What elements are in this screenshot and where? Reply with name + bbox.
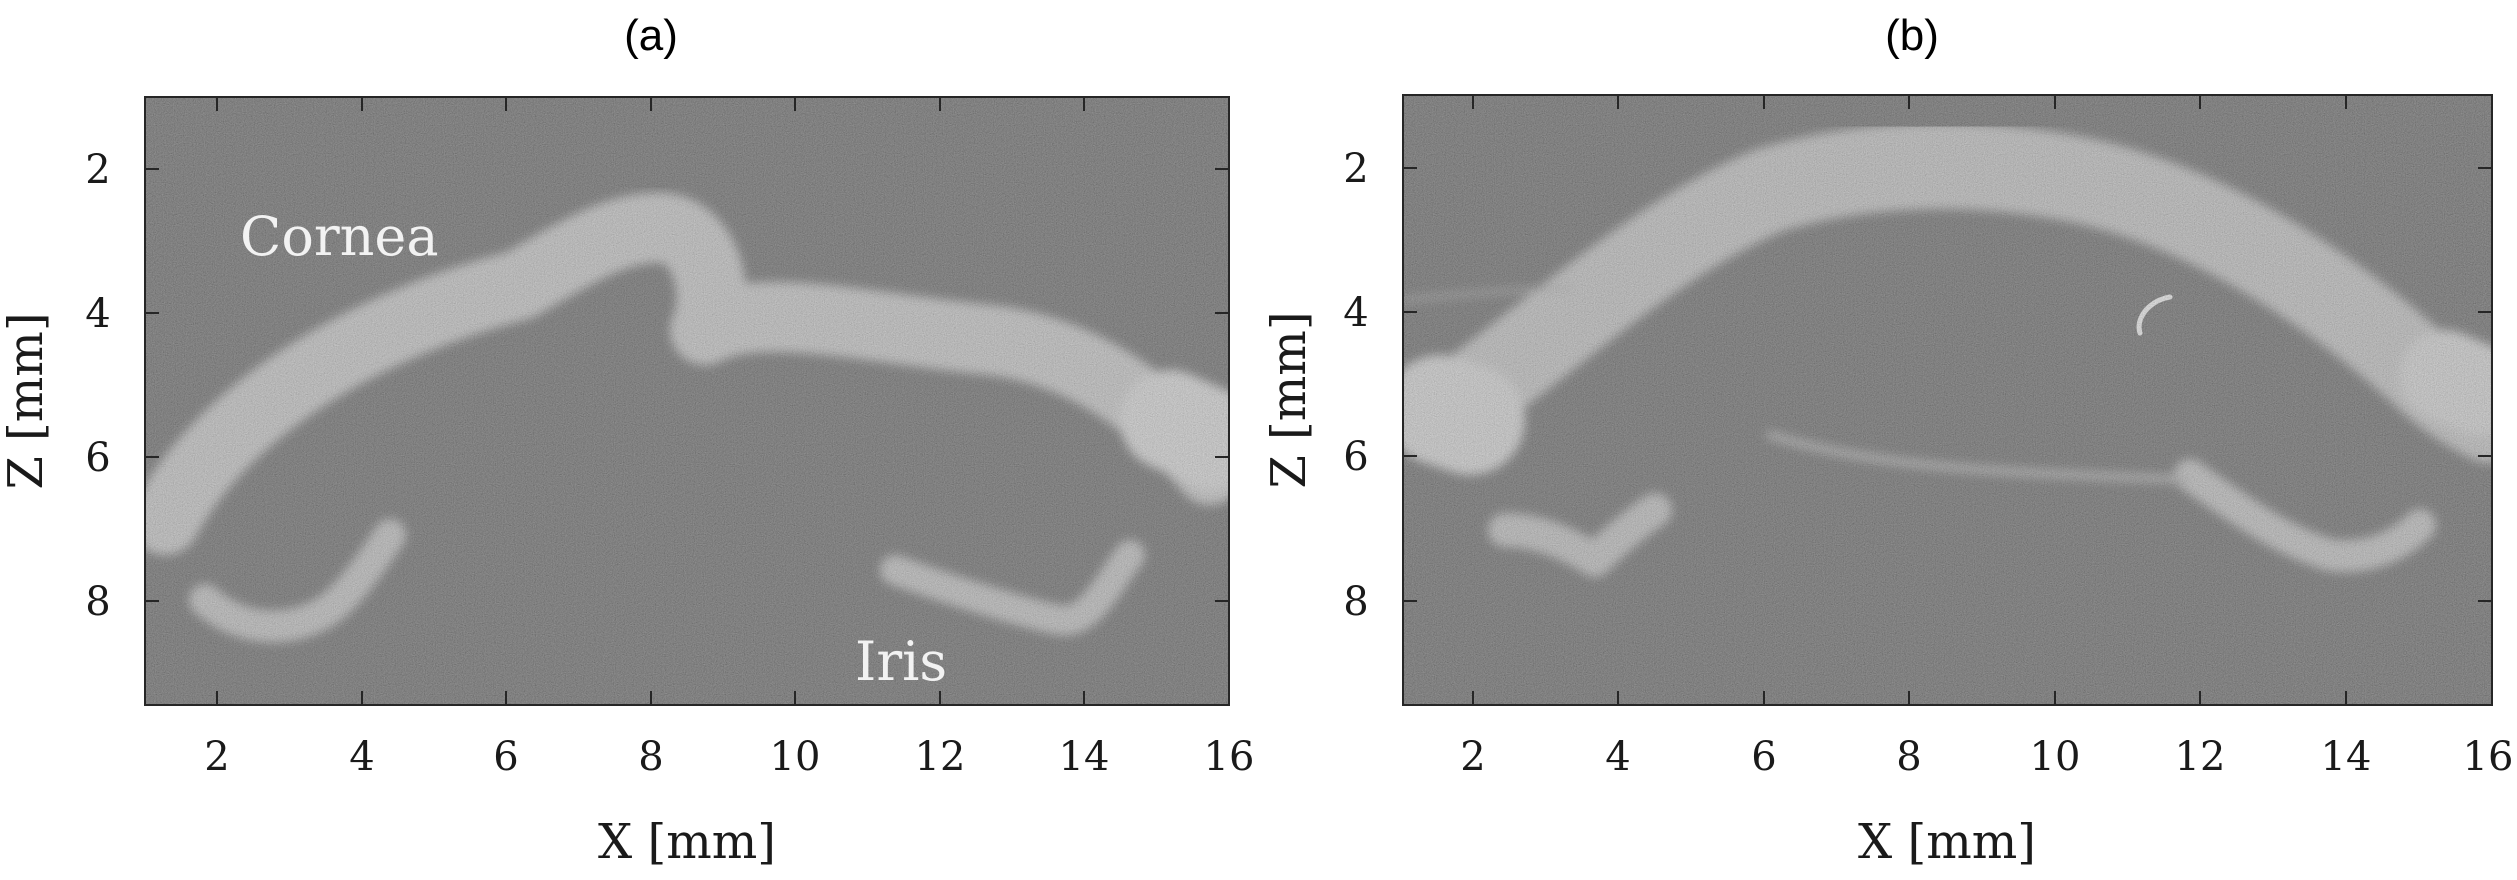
panel-b-image (1403, 95, 2492, 705)
panel-a-y-tick-labels: 2 4 6 8 (85, 147, 110, 625)
panel-a-x-axis-label: X [mm] (598, 814, 776, 870)
x-tick-label: 8 (1896, 734, 1921, 780)
y-tick-label: 2 (1343, 146, 1368, 192)
x-tick-label: 6 (1751, 734, 1776, 780)
x-tick-label: 2 (1460, 734, 1485, 780)
x-tick-label: 16 (1204, 734, 1255, 780)
panel-b-axes-frame (1402, 94, 2493, 706)
panel-b-title: (b) (1885, 11, 1939, 60)
x-tick-label: 12 (915, 734, 966, 780)
y-tick-label: 6 (1343, 434, 1368, 480)
panel-a-y-axis-label: Z [mm] (0, 312, 54, 489)
x-tick-label: 6 (493, 734, 518, 780)
panel-b-y-ticks (1403, 167, 2492, 602)
x-tick-label: 4 (1605, 734, 1630, 780)
panel-b-speckle (1403, 95, 2492, 705)
x-tick-label: 4 (349, 734, 374, 780)
panel-a-title: (a) (624, 11, 678, 60)
panel-b-y-tick-labels: 2 4 6 8 (1343, 146, 1368, 625)
x-tick-label: 16 (2463, 734, 2514, 780)
panel-a-x-tick-labels: 2 4 6 8 10 12 14 16 (204, 734, 1254, 780)
panel-a-speckle (145, 97, 1229, 705)
panel-a-y-ticks (145, 168, 1229, 602)
y-tick-label: 8 (1343, 579, 1368, 625)
x-tick-label: 14 (2321, 734, 2372, 780)
panel-b-x-ticks (1472, 95, 2347, 705)
panel-b-x-tick-labels: 2 4 6 8 10 12 14 16 (1460, 734, 2513, 780)
panel-a-cornea-label: Cornea (240, 205, 439, 268)
y-tick-label: 4 (85, 291, 110, 337)
x-tick-label: 2 (204, 734, 229, 780)
panel-a-image: Cornea Iris (145, 97, 1229, 705)
x-tick-label: 10 (770, 734, 821, 780)
panel-a-iris-label: Iris (855, 630, 947, 693)
x-tick-label: 10 (2030, 734, 2081, 780)
y-tick-label: 6 (85, 435, 110, 481)
panel-b-x-axis-label: X [mm] (1858, 814, 2036, 870)
x-tick-label: 8 (638, 734, 663, 780)
x-tick-label: 14 (1059, 734, 1110, 780)
panel-a: (a) Cornea Iris (0, 11, 1254, 870)
panel-a-x-ticks (216, 97, 1085, 705)
panel-a-axes-frame (144, 96, 1230, 706)
y-tick-label: 4 (1343, 290, 1368, 336)
panel-b: (b) (1261, 11, 2513, 870)
x-tick-label: 12 (2175, 734, 2226, 780)
y-tick-label: 8 (85, 579, 110, 625)
panel-b-y-axis-label: Z [mm] (1261, 311, 1317, 488)
y-tick-label: 2 (85, 147, 110, 193)
